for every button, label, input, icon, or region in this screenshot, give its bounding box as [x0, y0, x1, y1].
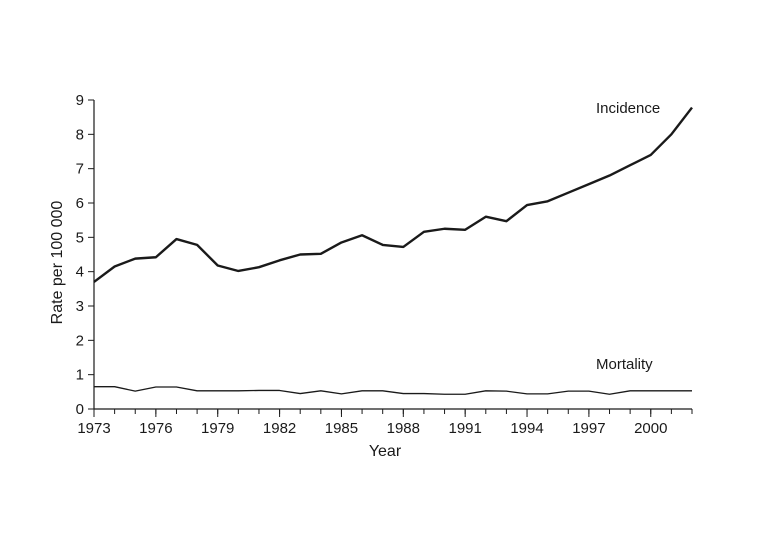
- series-line-mortality: [94, 386, 692, 395]
- x-tick-label: 1973: [77, 420, 110, 437]
- y-tick-label: 0: [76, 401, 84, 418]
- series-label-incidence: Incidence: [596, 100, 660, 117]
- x-tick-label: 1988: [387, 420, 420, 437]
- y-tick-label: 8: [76, 126, 84, 143]
- y-tick-label: 7: [76, 161, 84, 178]
- series-label-mortality: Mortality: [596, 356, 653, 373]
- y-tick-label: 5: [76, 229, 84, 246]
- x-tick-label: 1982: [263, 420, 296, 437]
- y-tick-label: 9: [76, 92, 84, 109]
- x-tick-label: 1997: [572, 420, 605, 437]
- series-layer: [93, 106, 693, 395]
- x-axis-title: Year: [369, 443, 402, 460]
- y-tick-label: 6: [76, 195, 84, 212]
- x-tick-label: 1976: [139, 420, 172, 437]
- x-tick-label: 1991: [448, 420, 481, 437]
- y-tick-label: 3: [76, 298, 84, 315]
- series-line-incidence: [93, 106, 693, 283]
- y-tick-label: 4: [76, 264, 84, 281]
- x-tick-label: 1979: [201, 420, 234, 437]
- x-tick-label: 1994: [510, 420, 543, 437]
- y-tick-label: 1: [76, 367, 84, 384]
- x-tick-label: 2000: [634, 420, 667, 437]
- y-tick-label: 2: [76, 332, 84, 349]
- y-axis-title: Rate per 100 000: [49, 201, 66, 325]
- x-tick-label: 1985: [325, 420, 358, 437]
- chart-axes: 0 1 2 3 4 5 6 7 8 9 1973 1976 1979 1982 1985 1988 1991 19…: [76, 92, 693, 437]
